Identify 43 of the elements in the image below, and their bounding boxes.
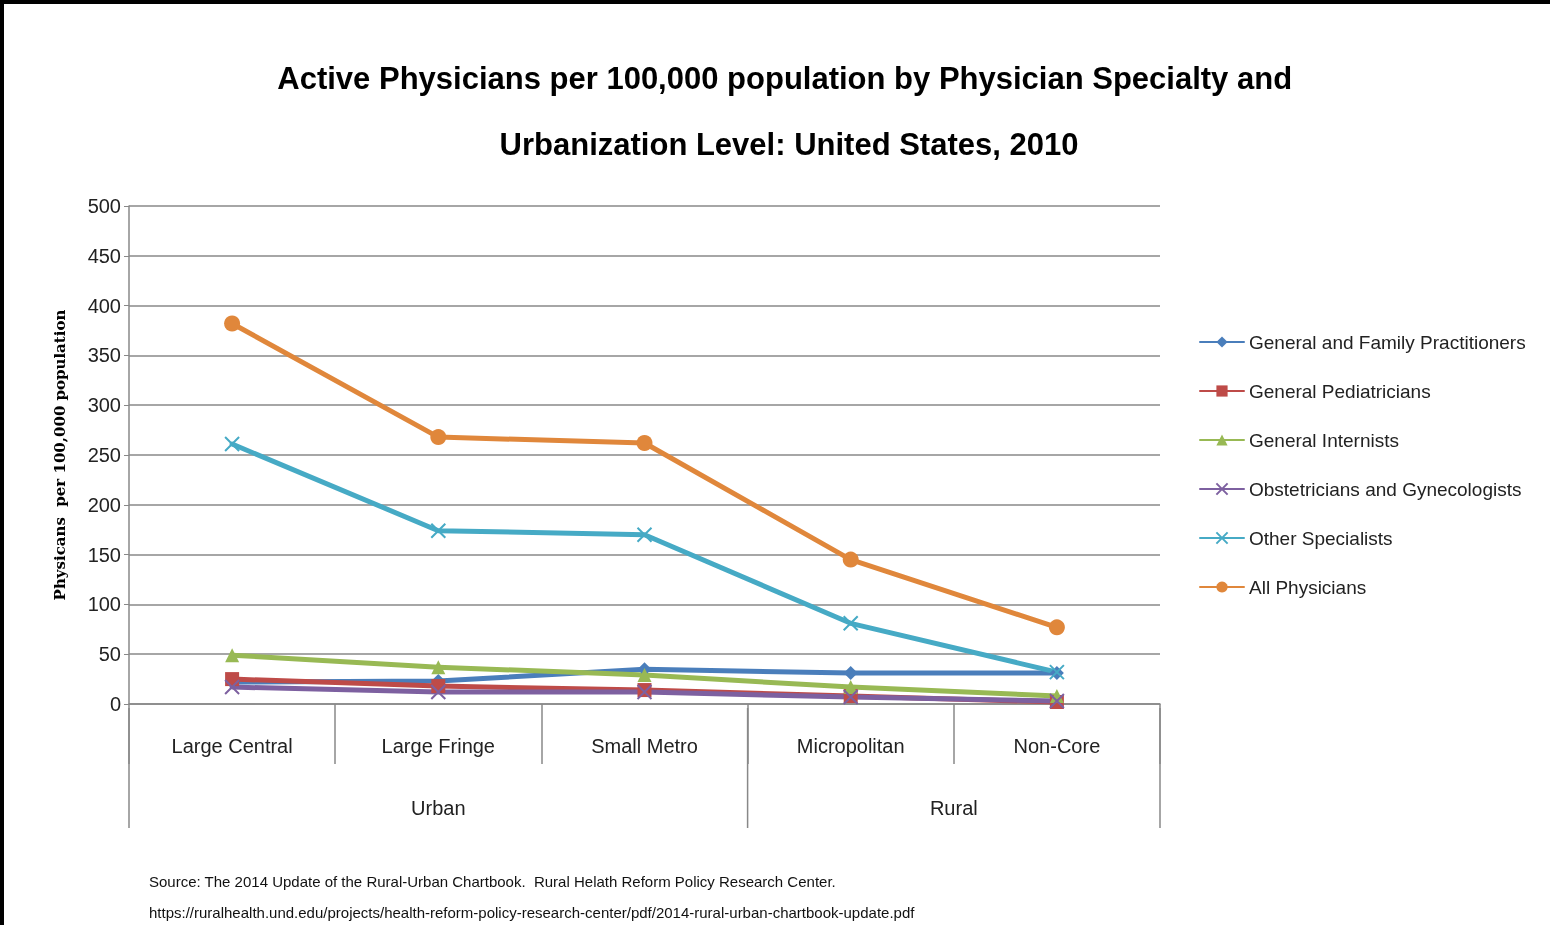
point	[224, 436, 241, 453]
y-tick-label: 0	[109, 693, 121, 715]
y-tick-label: 450	[87, 244, 121, 267]
y-tick-label: 200	[87, 493, 121, 516]
legend-label: Other Specialists	[1249, 527, 1393, 549]
legend-label: General Pediatricians	[1249, 380, 1431, 402]
text: Urban	[411, 797, 466, 819]
y-axis-title: Physicans per 100,000 population	[50, 309, 69, 601]
x-tick-label: Micropolitan	[796, 735, 905, 757]
point	[430, 429, 447, 446]
legend-label: All Physicians	[1249, 576, 1367, 598]
x-tick-label: Non-Core	[1013, 735, 1101, 757]
legend-label: General Internists	[1249, 429, 1399, 451]
y-tick-label: 300	[87, 394, 121, 417]
point	[224, 679, 241, 696]
point	[636, 435, 653, 452]
y-tick-label: 100	[87, 593, 121, 616]
point	[225, 648, 240, 663]
point	[843, 666, 858, 681]
legend-label: Obstetricians and Gynecologists	[1249, 478, 1522, 500]
point	[431, 660, 446, 675]
x-tick-label: Large Central	[171, 735, 293, 757]
x-tick-label: Small Metro	[591, 735, 698, 757]
legend-label: General and Family Practitioners	[1249, 331, 1526, 353]
point	[1048, 619, 1065, 636]
point	[636, 526, 653, 543]
source-note: Source: The 2014 Update of the Rural-Urban Chartbook. Rural Helath Reform Policy Research Center.	[149, 872, 836, 890]
point	[842, 551, 859, 568]
y-tick-label: 400	[87, 294, 121, 317]
text: Rural	[929, 797, 978, 819]
y-tick-label: 350	[87, 344, 121, 367]
point	[842, 615, 859, 632]
point	[637, 668, 652, 683]
text: https://ruralhealth.und.edu/projects/health-reform-policy-research-center/pdf/2014-rural-urban-chartbook-update.pdf	[149, 903, 916, 921]
y-tick-label: 500	[87, 195, 121, 217]
point	[224, 315, 241, 332]
y-tick-label: 250	[87, 444, 121, 466]
point	[430, 684, 447, 701]
chart-title: Active Physicians per 100,000 population by Physician Specialty and Urbanization Level: United States, 2010	[277, 60, 1301, 162]
y-tick-label: 150	[87, 543, 121, 566]
point	[430, 522, 447, 539]
y-tick-label: 50	[98, 643, 121, 666]
x-tick-label: Large Fringe	[381, 735, 495, 757]
